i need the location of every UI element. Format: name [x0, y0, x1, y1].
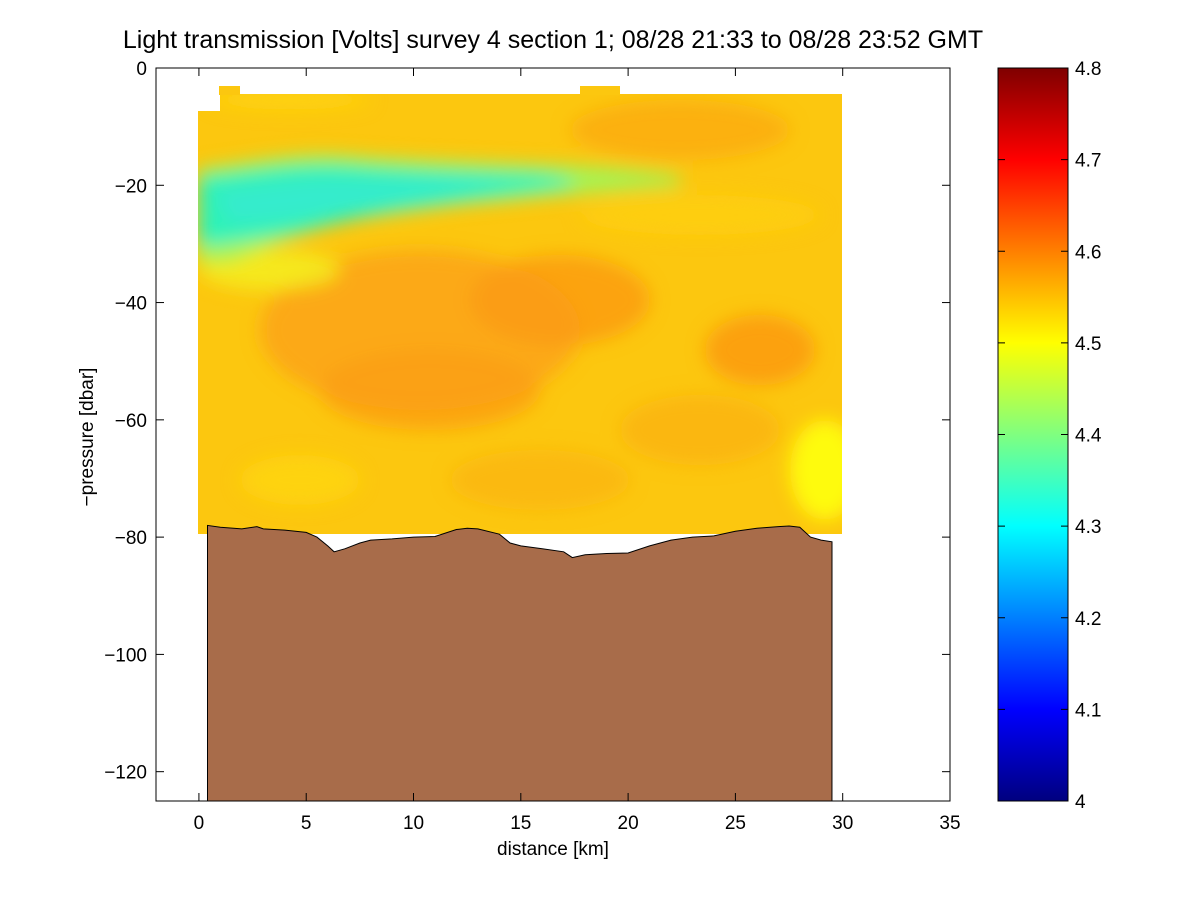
y-axis: 0 −20 −40 −60 −80 −100 −120: [104, 59, 950, 784]
orange-patch: [570, 100, 790, 160]
x-tick-label: 10: [403, 813, 424, 834]
colorbar-tick-label: 4.5: [1075, 334, 1101, 355]
yellow-patch: [790, 420, 842, 520]
yellow-patch: [200, 250, 340, 290]
colorbar-tick-label: 4.1: [1075, 700, 1101, 721]
y-tick-label: −60: [115, 411, 147, 432]
colorbar-tick-label: 4.3: [1075, 517, 1101, 538]
x-tick-label: 35: [939, 813, 960, 834]
colorbar-tick-label: 4.6: [1075, 242, 1101, 263]
orange-patch: [620, 395, 780, 465]
y-tick-label: −100: [104, 645, 147, 666]
orange-patch: [705, 315, 815, 385]
x-tick-label: 20: [618, 813, 639, 834]
colorbar-axis: 4 4.1 4.2 4.3 4.4 4.5 4.6 4.7 4.8: [998, 59, 1102, 813]
y-tick-label: −120: [104, 763, 147, 784]
y-axis-label: −pressure [dbar]: [77, 368, 98, 507]
colorbar-tick-label: 4: [1075, 792, 1086, 813]
colorbar-tick-label: 4.2: [1075, 609, 1101, 630]
surface-step: [580, 86, 620, 95]
x-tick-label: 5: [301, 813, 312, 834]
orange-patch: [320, 350, 540, 430]
seabed: [206, 524, 833, 802]
colorbar: [997, 67, 1069, 802]
y-tick-label: −80: [115, 528, 147, 549]
colorbar-tick-label: 4.7: [1075, 151, 1101, 172]
x-tick-label: 25: [725, 813, 746, 834]
y-tick-label: −20: [115, 176, 147, 197]
y-tick-label: −40: [115, 294, 147, 315]
colorbar-tick-label: 4.8: [1075, 59, 1101, 80]
x-tick-label: 0: [194, 813, 205, 834]
low-transmission-core: [215, 179, 510, 222]
yellow-patch: [210, 94, 370, 110]
orange-patch: [450, 450, 630, 510]
y-tick-label: 0: [136, 59, 147, 80]
x-tick-label: 15: [510, 813, 531, 834]
surface-gap: [198, 94, 220, 111]
x-axis: 0 5 10 15 20 25 30 35: [194, 68, 961, 834]
transmission-field: [198, 94, 842, 534]
surface-step: [219, 86, 240, 95]
x-tick-label: 30: [832, 813, 853, 834]
yellow-patch: [240, 455, 360, 505]
chart-title: Light transmission [Volts] survey 4 sect…: [123, 26, 983, 54]
orange-patch: [470, 255, 650, 345]
colorbar-tick-label: 4.4: [1075, 426, 1102, 447]
yellow-patch: [580, 195, 820, 235]
x-axis-label: distance [km]: [497, 839, 609, 860]
